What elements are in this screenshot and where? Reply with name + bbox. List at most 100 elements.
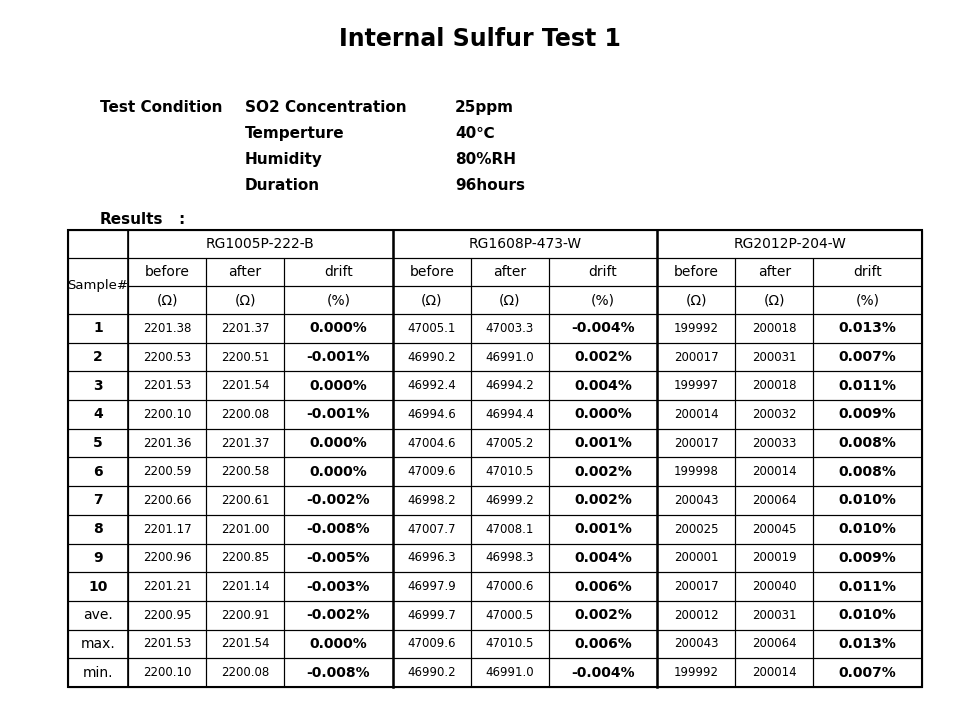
Bar [813, 258, 922, 286]
Bar [813, 457, 922, 486]
Text: drift: drift [588, 265, 617, 279]
Text: 199992: 199992 [674, 666, 719, 679]
Text: 2200.53: 2200.53 [143, 351, 191, 364]
Text: 47009.6: 47009.6 [407, 637, 456, 650]
Bar [470, 314, 549, 343]
Bar [735, 572, 813, 601]
Text: 199997: 199997 [674, 379, 719, 392]
Text: 0.001%: 0.001% [574, 436, 632, 450]
Bar [470, 572, 549, 601]
Bar [284, 572, 393, 601]
Bar [658, 429, 735, 457]
Bar [206, 258, 284, 286]
Bar [128, 343, 206, 372]
Text: max.: max. [81, 637, 115, 651]
Bar [284, 372, 393, 400]
Text: 46994.4: 46994.4 [486, 408, 534, 421]
Bar [470, 486, 549, 515]
Bar [658, 601, 735, 629]
Text: 0.009%: 0.009% [839, 408, 897, 421]
Text: Duration: Duration [245, 178, 320, 193]
Text: -0.002%: -0.002% [306, 493, 371, 508]
Bar [393, 372, 470, 400]
Bar [128, 629, 206, 658]
Bar [393, 544, 470, 572]
Text: 2201.36: 2201.36 [143, 436, 191, 449]
Bar [68, 314, 128, 343]
Text: 200014: 200014 [674, 408, 719, 421]
Bar [206, 314, 284, 343]
Bar [128, 601, 206, 629]
Text: ave.: ave. [84, 608, 113, 622]
Text: 0.010%: 0.010% [839, 522, 897, 536]
Bar [813, 314, 922, 343]
Bar [549, 400, 658, 429]
Text: 2200.66: 2200.66 [143, 494, 191, 507]
Bar [658, 286, 735, 314]
Text: 0.001%: 0.001% [574, 522, 632, 536]
Bar [284, 286, 393, 314]
Text: 2200.58: 2200.58 [221, 465, 269, 478]
Text: 2201.00: 2201.00 [221, 523, 270, 536]
Bar [735, 486, 813, 515]
Bar [284, 457, 393, 486]
Text: 46990.2: 46990.2 [407, 666, 456, 679]
Bar [128, 544, 206, 572]
Bar [128, 429, 206, 457]
Text: 200043: 200043 [674, 494, 719, 507]
Bar [68, 372, 128, 400]
Bar [735, 343, 813, 372]
Text: (%): (%) [855, 293, 879, 307]
Text: 6: 6 [93, 465, 103, 479]
Bar [393, 286, 470, 314]
Text: (%): (%) [326, 293, 350, 307]
Bar [284, 515, 393, 544]
Bar [658, 515, 735, 544]
Text: 0.011%: 0.011% [839, 580, 897, 593]
Text: -0.004%: -0.004% [571, 666, 635, 680]
Text: 0.000%: 0.000% [574, 408, 632, 421]
Text: Temperture: Temperture [245, 126, 345, 141]
Text: 200064: 200064 [752, 494, 797, 507]
Text: 2200.96: 2200.96 [143, 552, 191, 564]
Bar [393, 400, 470, 429]
Bar [284, 629, 393, 658]
Text: 2200.08: 2200.08 [221, 666, 269, 679]
Text: 4: 4 [93, 408, 103, 421]
Bar [549, 343, 658, 372]
Text: 200040: 200040 [753, 580, 797, 593]
Text: -0.003%: -0.003% [306, 580, 371, 593]
Bar [735, 457, 813, 486]
Bar [393, 314, 470, 343]
Text: 0.006%: 0.006% [574, 637, 632, 651]
Text: 2201.14: 2201.14 [221, 580, 270, 593]
Bar [549, 286, 658, 314]
Text: 200014: 200014 [752, 465, 797, 478]
Bar [206, 457, 284, 486]
Text: before: before [409, 265, 454, 279]
Text: 2201.53: 2201.53 [143, 379, 191, 392]
Text: 46994.2: 46994.2 [486, 379, 534, 392]
Bar [393, 572, 470, 601]
Bar [393, 258, 470, 286]
Bar [735, 429, 813, 457]
Text: 200018: 200018 [753, 379, 797, 392]
Text: 47008.1: 47008.1 [486, 523, 534, 536]
Bar [393, 343, 470, 372]
Text: :: : [178, 212, 184, 227]
Text: 46998.2: 46998.2 [407, 494, 456, 507]
Text: 46999.7: 46999.7 [407, 609, 456, 622]
Text: 96hours: 96hours [455, 178, 525, 193]
Text: 0.013%: 0.013% [839, 321, 897, 336]
Text: 200045: 200045 [753, 523, 797, 536]
Text: 47003.3: 47003.3 [486, 322, 534, 335]
Text: 200017: 200017 [674, 351, 719, 364]
Text: 200064: 200064 [752, 637, 797, 650]
Bar [206, 400, 284, 429]
Text: 0.010%: 0.010% [839, 608, 897, 622]
Text: 8: 8 [93, 522, 103, 536]
Text: 46991.0: 46991.0 [486, 666, 534, 679]
Text: 2200.61: 2200.61 [221, 494, 270, 507]
Bar [549, 258, 658, 286]
Bar [68, 457, 128, 486]
